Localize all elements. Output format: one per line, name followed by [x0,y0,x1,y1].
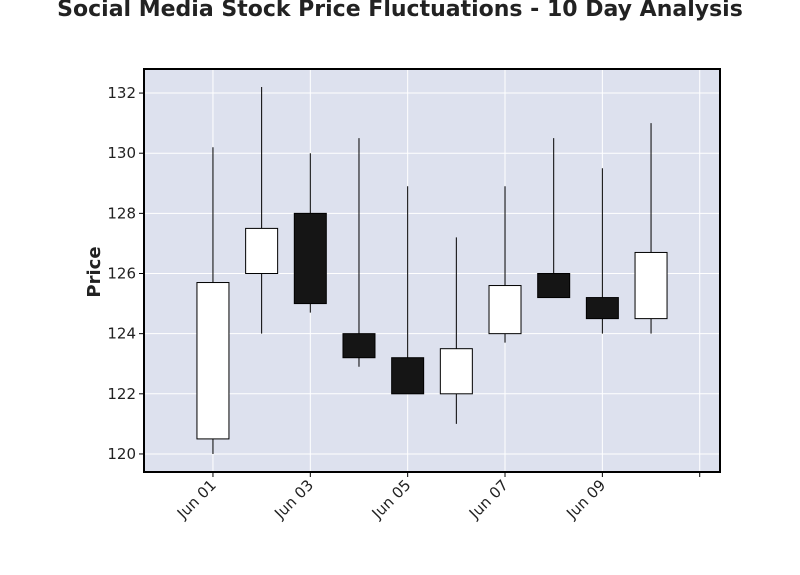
candle-body-down [391,357,425,395]
candle [537,138,571,299]
y-axis: 120 122 124 126 128 130 132 [107,84,144,463]
y-tick-label: 120 [107,445,136,463]
candle [634,123,668,334]
candle [391,186,425,395]
y-tick-label: 132 [107,84,136,102]
x-tick-label: Jun 09 [562,476,609,523]
candle [342,138,376,367]
plot-frame [143,68,721,473]
y-axis-label: Price [84,246,105,297]
candle [488,186,522,343]
candle-body-up [488,285,522,335]
x-tick-label: Jun 05 [368,476,415,523]
candle [439,237,473,424]
x-axis: Jun 01 Jun 03 Jun 05 Jun 07 Jun 09 [173,472,701,523]
candle [293,153,327,313]
candle-body-down [585,297,619,320]
y-tick-label: 126 [107,265,136,283]
candle-body-down [342,333,376,359]
x-tick-label: Jun 03 [270,476,317,523]
candle-body-up [634,251,668,320]
y-tick-label: 130 [107,144,136,162]
y-tick-label: 128 [107,204,136,222]
x-tick-label: Jun 01 [173,476,220,523]
candles [196,87,668,454]
candle-body-down [537,273,571,299]
candle [196,147,230,454]
chart-title: Social Media Stock Price Fluctuations - … [57,0,743,22]
candle [245,87,279,334]
plot-background [144,69,720,472]
y-tick-label: 122 [107,385,136,403]
candle-body-up [439,348,473,395]
x-tick-label: Jun 07 [465,476,512,523]
candle [585,168,619,334]
candle-body-up [196,282,230,440]
candle-body-up [245,227,279,275]
y-tick-label: 124 [107,325,136,343]
candle-body-down [293,212,327,305]
